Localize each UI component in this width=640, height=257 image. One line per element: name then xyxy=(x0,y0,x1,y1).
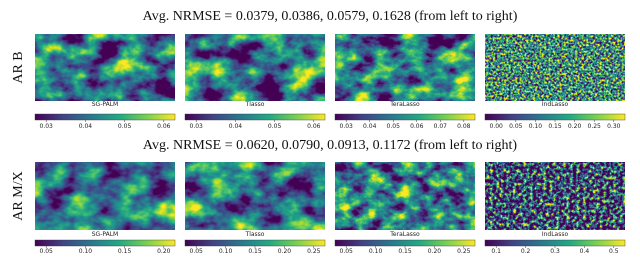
heatmap xyxy=(35,34,175,101)
colorbar-tick-label: 0.06 xyxy=(410,123,424,130)
panel-label: TeraLasso xyxy=(389,101,420,108)
colorbar-tick-label: 0.05 xyxy=(268,123,282,130)
row-title: Avg. NRMSE = 0.0379, 0.0386, 0.0579, 0.1… xyxy=(143,9,518,24)
colorbar-tick-label: 0.20 xyxy=(428,248,442,255)
colorbar-tick-label: 0.10 xyxy=(79,248,93,255)
colorbar-tick-label: 0.20 xyxy=(568,123,582,130)
colorbar-tick-label: 0.05 xyxy=(387,123,401,130)
colorbar xyxy=(34,239,176,247)
heatmap xyxy=(335,34,475,101)
colorbar xyxy=(484,239,626,247)
colorbar-tick-label: 0.30 xyxy=(607,123,621,130)
panel-label: Tlasso xyxy=(245,101,265,108)
colorbar-tick-label: 0.10 xyxy=(219,248,233,255)
colorbar-tick-label: 0.10 xyxy=(369,248,383,255)
colorbar-tick-label: 0.15 xyxy=(118,248,132,255)
panel-label: Tlasso xyxy=(245,231,265,238)
colorbar xyxy=(334,113,476,121)
colorbar-tick-label: 0.06 xyxy=(307,123,321,130)
colorbar-tick-label: 0.00 xyxy=(490,123,504,130)
panel-label: SG-PALM xyxy=(92,231,118,238)
colorbar-tick-label: 0.25 xyxy=(307,248,321,255)
colorbar-tick-label: 0.06 xyxy=(157,123,171,130)
heatmap xyxy=(335,162,475,230)
colorbar-tick-label: 0.1 xyxy=(491,248,501,255)
colorbar-tick-label: 0.10 xyxy=(529,123,543,130)
colorbar-tick-label: 0.05 xyxy=(190,248,204,255)
colorbar-tick-label: 0.05 xyxy=(118,123,132,130)
colorbar-tick-label: 0.15 xyxy=(398,248,412,255)
panel-label: TeraLasso xyxy=(389,231,420,238)
colorbar-tick-label: 0.25 xyxy=(457,248,471,255)
panel-label: IndLasso xyxy=(542,101,569,108)
colorbar-tick-label: 0.04 xyxy=(229,123,243,130)
colorbar-tick-label: 0.4 xyxy=(580,248,590,255)
colorbar xyxy=(184,113,326,121)
colorbar-tick-label: 0.03 xyxy=(40,123,54,130)
colorbar-tick-label: 0.07 xyxy=(434,123,448,130)
heatmap xyxy=(485,34,625,101)
panel-label: SG-PALM xyxy=(92,101,118,108)
colorbar-tick-label: 0.04 xyxy=(79,123,93,130)
colorbar-tick-label: 0.04 xyxy=(363,123,377,130)
heatmap xyxy=(185,162,325,230)
colorbar-tick-label: 0.20 xyxy=(157,248,171,255)
colorbar-tick-label: 0.5 xyxy=(609,248,619,255)
colorbar-tick-label: 0.15 xyxy=(548,123,562,130)
colorbar-tick-label: 0.03 xyxy=(340,123,354,130)
colorbar-tick-label: 0.2 xyxy=(521,248,531,255)
colorbar-tick-label: 0.05 xyxy=(40,248,54,255)
colorbar-tick-label: 0.05 xyxy=(509,123,523,130)
colorbar xyxy=(484,113,626,121)
heatmap xyxy=(185,34,325,101)
colorbar-tick-label: 0.08 xyxy=(457,123,471,130)
colorbar-tick-label: 0.03 xyxy=(190,123,204,130)
colorbar-tick-label: 0.20 xyxy=(278,248,292,255)
colorbar-tick-label: 0.3 xyxy=(550,248,560,255)
colorbar xyxy=(34,113,176,121)
panel-label: IndLasso xyxy=(542,231,569,238)
colorbar xyxy=(184,239,326,247)
row-label: AR M/X xyxy=(11,171,26,220)
colorbar xyxy=(334,239,476,247)
heatmap xyxy=(485,162,625,230)
colorbar-tick-label: 0.05 xyxy=(340,248,354,255)
row-label: AR B xyxy=(11,51,26,83)
colorbar-tick-label: 0.15 xyxy=(248,248,262,255)
row-title: Avg. NRMSE = 0.0620, 0.0790, 0.0913, 0.1… xyxy=(143,138,518,153)
colorbar-tick-label: 0.25 xyxy=(588,123,602,130)
heatmap xyxy=(35,162,175,230)
